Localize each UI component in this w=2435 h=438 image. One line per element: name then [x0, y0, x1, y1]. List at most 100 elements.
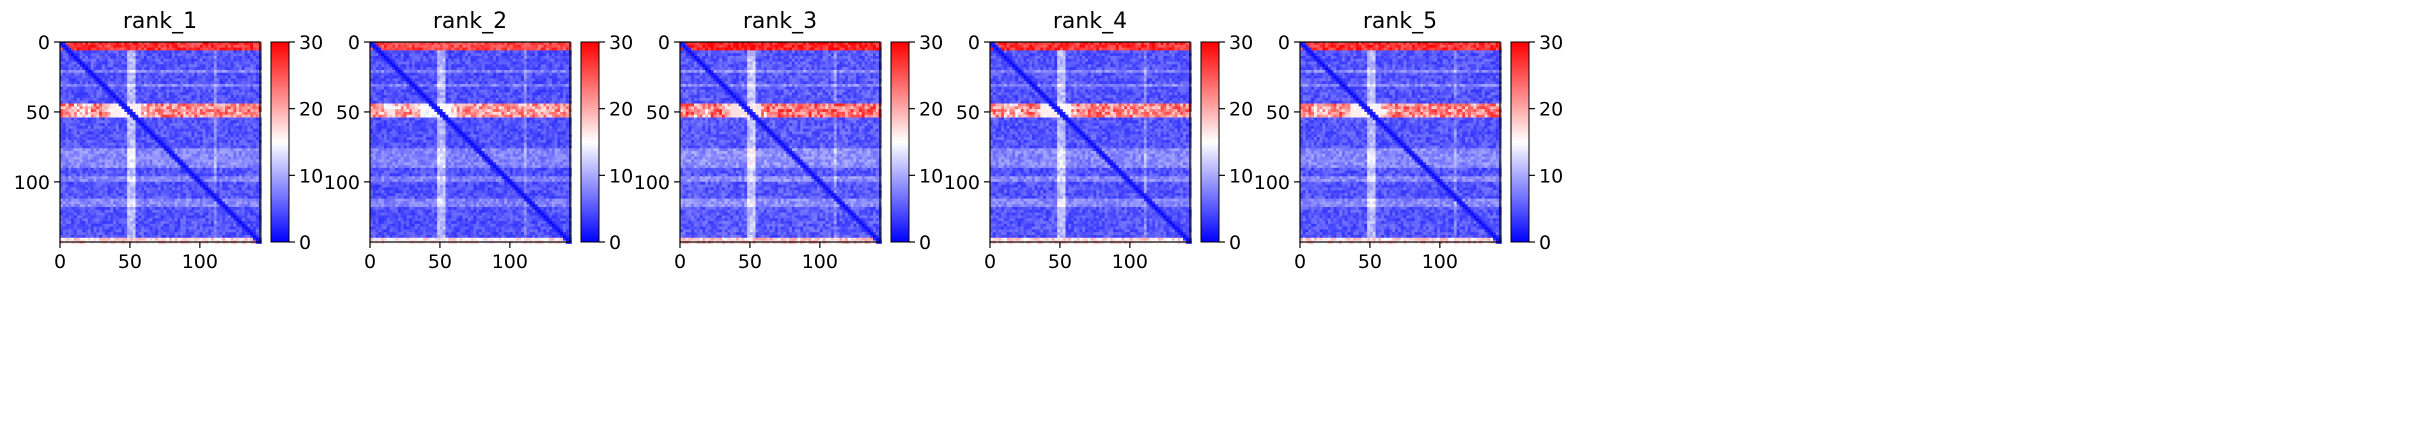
heatmap-cell	[189, 81, 192, 84]
heatmap-cell	[189, 112, 192, 115]
heatmap-cell	[94, 70, 97, 73]
heatmap-cell	[110, 76, 113, 79]
heatmap-cell	[113, 101, 116, 104]
heatmap-cell	[82, 59, 85, 62]
heatmap-cell	[164, 120, 167, 123]
heatmap-cell	[71, 64, 74, 67]
heatmap-cell	[250, 81, 253, 84]
heatmap-cell	[239, 76, 242, 79]
heatmap-cell	[245, 62, 248, 65]
heatmap-cell	[152, 98, 155, 101]
heatmap-cell	[138, 120, 141, 123]
heatmap-cell	[74, 98, 77, 101]
heatmap-cell	[80, 87, 83, 90]
heatmap-cell	[74, 73, 77, 76]
heatmap-cell	[158, 70, 161, 73]
heatmap-cell	[239, 62, 242, 65]
heatmap-cell	[94, 45, 97, 48]
heatmap-cell	[245, 90, 248, 93]
heatmap-cell	[214, 50, 217, 53]
heatmap-cell	[108, 59, 111, 62]
heatmap-cell	[158, 50, 161, 53]
heatmap-cell	[217, 87, 220, 90]
heatmap-cell	[96, 106, 99, 109]
heatmap-cell	[119, 98, 122, 101]
heatmap-cell	[94, 123, 97, 126]
heatmap-cell	[124, 106, 127, 109]
heatmap-cell	[177, 90, 180, 93]
heatmap-cell	[124, 59, 127, 62]
heatmap-cell	[225, 76, 228, 79]
heatmap-cell	[122, 112, 125, 115]
heatmap-cell	[211, 120, 214, 123]
heatmap-cell	[66, 59, 69, 62]
heatmap-cell	[147, 45, 150, 48]
heatmap-cell	[133, 123, 136, 126]
heatmap-cell	[239, 87, 242, 90]
heatmap-cell	[231, 104, 234, 107]
heatmap-cell	[144, 101, 147, 104]
heatmap-cell	[147, 101, 150, 104]
heatmap-cell	[158, 98, 161, 101]
heatmap-cell	[155, 59, 158, 62]
heatmap-cell	[247, 64, 250, 67]
heatmap-cell	[127, 84, 130, 87]
heatmap-cell	[256, 112, 259, 115]
heatmap-cell	[191, 62, 194, 65]
heatmap-cell	[228, 50, 231, 53]
heatmap-cell	[133, 45, 136, 48]
heatmap-cell	[189, 76, 192, 79]
heatmap-cell	[166, 73, 169, 76]
heatmap-cell	[169, 64, 172, 67]
heatmap-cell	[85, 120, 88, 123]
heatmap-cell	[197, 70, 200, 73]
heatmap-cell	[74, 123, 77, 126]
heatmap-cell	[203, 92, 206, 95]
heatmap-cell	[124, 112, 127, 115]
heatmap-cell	[122, 101, 125, 104]
heatmap-cell	[231, 76, 234, 79]
heatmap-cell	[127, 59, 130, 62]
heatmap-cell	[256, 84, 259, 87]
heatmap-cell	[158, 45, 161, 48]
heatmap-cell	[231, 78, 234, 81]
heatmap-cell	[214, 104, 217, 107]
heatmap-cell	[219, 95, 222, 98]
heatmap-cell	[180, 53, 183, 56]
heatmap-cell	[74, 112, 77, 115]
heatmap-cell	[102, 64, 105, 67]
heatmap-cell	[152, 81, 155, 84]
heatmap-cell	[127, 76, 130, 79]
heatmap-cell	[136, 76, 139, 79]
heatmap-cell	[116, 109, 119, 112]
heatmap-cell	[99, 104, 102, 107]
heatmap-cell	[88, 120, 91, 123]
heatmap-cell	[155, 62, 158, 65]
heatmap-cell	[180, 106, 183, 109]
heatmap-cell	[242, 98, 245, 101]
heatmap-cell	[82, 123, 85, 126]
heatmap-cell	[147, 104, 150, 107]
heatmap-cell	[239, 67, 242, 70]
heatmap-cell	[138, 70, 141, 73]
heatmap-cell	[161, 87, 164, 90]
heatmap-cell	[122, 78, 125, 81]
heatmap-cell	[247, 112, 250, 115]
heatmap-cell	[177, 78, 180, 81]
heatmap-cell	[94, 106, 97, 109]
heatmap-cell	[161, 101, 164, 104]
heatmap-cell	[205, 87, 208, 90]
heatmap-cell	[242, 106, 245, 109]
heatmap-cell	[208, 50, 211, 53]
heatmap-cell	[110, 48, 113, 51]
heatmap-cell	[164, 101, 167, 104]
heatmap-cell	[85, 53, 88, 56]
heatmap-cell	[74, 104, 77, 107]
heatmap-cell	[122, 95, 125, 98]
heatmap-cell	[161, 112, 164, 115]
heatmap-cell	[239, 98, 242, 101]
heatmap-cell	[191, 76, 194, 79]
heatmap-cell	[136, 81, 139, 84]
heatmap-cell	[99, 84, 102, 87]
heatmap-cell	[253, 120, 256, 123]
